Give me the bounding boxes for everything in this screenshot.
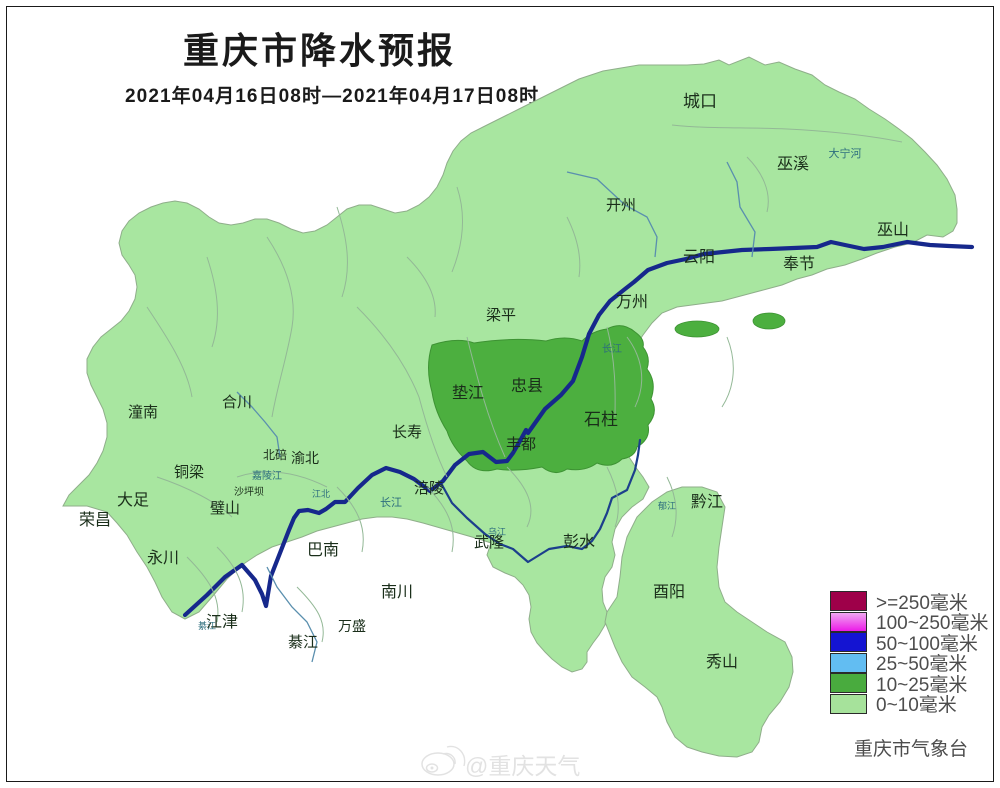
svg-text:北碚: 北碚 — [263, 447, 287, 462]
svg-text:奉节: 奉节 — [783, 255, 815, 273]
svg-text:万盛: 万盛 — [338, 618, 366, 634]
svg-text:酉阳: 酉阳 — [653, 583, 685, 601]
svg-text:郁江: 郁江 — [658, 500, 676, 511]
svg-text:彭水: 彭水 — [563, 533, 595, 551]
svg-text:石柱: 石柱 — [584, 410, 618, 429]
svg-text:@重庆天气: @重庆天气 — [465, 753, 580, 779]
svg-text:合川: 合川 — [222, 394, 252, 411]
svg-text:铜梁: 铜梁 — [174, 464, 204, 481]
svg-text:永川: 永川 — [147, 549, 179, 567]
svg-text:綦江: 綦江 — [288, 634, 318, 651]
svg-text:大足: 大足 — [117, 491, 149, 509]
svg-text:忠县: 忠县 — [511, 377, 543, 395]
svg-text:嘉陵江: 嘉陵江 — [252, 469, 282, 482]
svg-text:城口: 城口 — [683, 92, 717, 111]
svg-text:秀山: 秀山 — [706, 653, 738, 671]
svg-text:江北: 江北 — [312, 489, 330, 499]
svg-text:南川: 南川 — [381, 583, 413, 601]
svg-text:璧山: 璧山 — [210, 499, 240, 517]
svg-text:垫江: 垫江 — [452, 384, 484, 402]
svg-text:长江: 长江 — [602, 343, 622, 355]
svg-text:潼南: 潼南 — [128, 403, 158, 421]
svg-text:长江: 长江 — [380, 496, 402, 509]
svg-text:黔江: 黔江 — [691, 493, 723, 511]
svg-text:荣昌: 荣昌 — [79, 511, 111, 529]
svg-text:綦江: 綦江 — [198, 620, 216, 631]
svg-text:万州: 万州 — [616, 294, 648, 311]
svg-text:涪陵: 涪陵 — [414, 480, 444, 497]
svg-text:丰都: 丰都 — [506, 436, 536, 453]
svg-text:巴南: 巴南 — [307, 541, 339, 559]
svg-text:云阳: 云阳 — [683, 248, 715, 266]
svg-text:长寿: 长寿 — [392, 424, 422, 441]
svg-text:渝北: 渝北 — [291, 450, 319, 466]
svg-text:巫山: 巫山 — [877, 221, 909, 239]
svg-text:梁平: 梁平 — [486, 307, 516, 324]
svg-text:大宁河: 大宁河 — [829, 146, 862, 160]
svg-text:乌江: 乌江 — [488, 526, 506, 537]
svg-text:巫溪: 巫溪 — [777, 155, 809, 173]
svg-text:沙坪坝: 沙坪坝 — [234, 485, 264, 498]
svg-text:开州: 开州 — [606, 197, 636, 214]
